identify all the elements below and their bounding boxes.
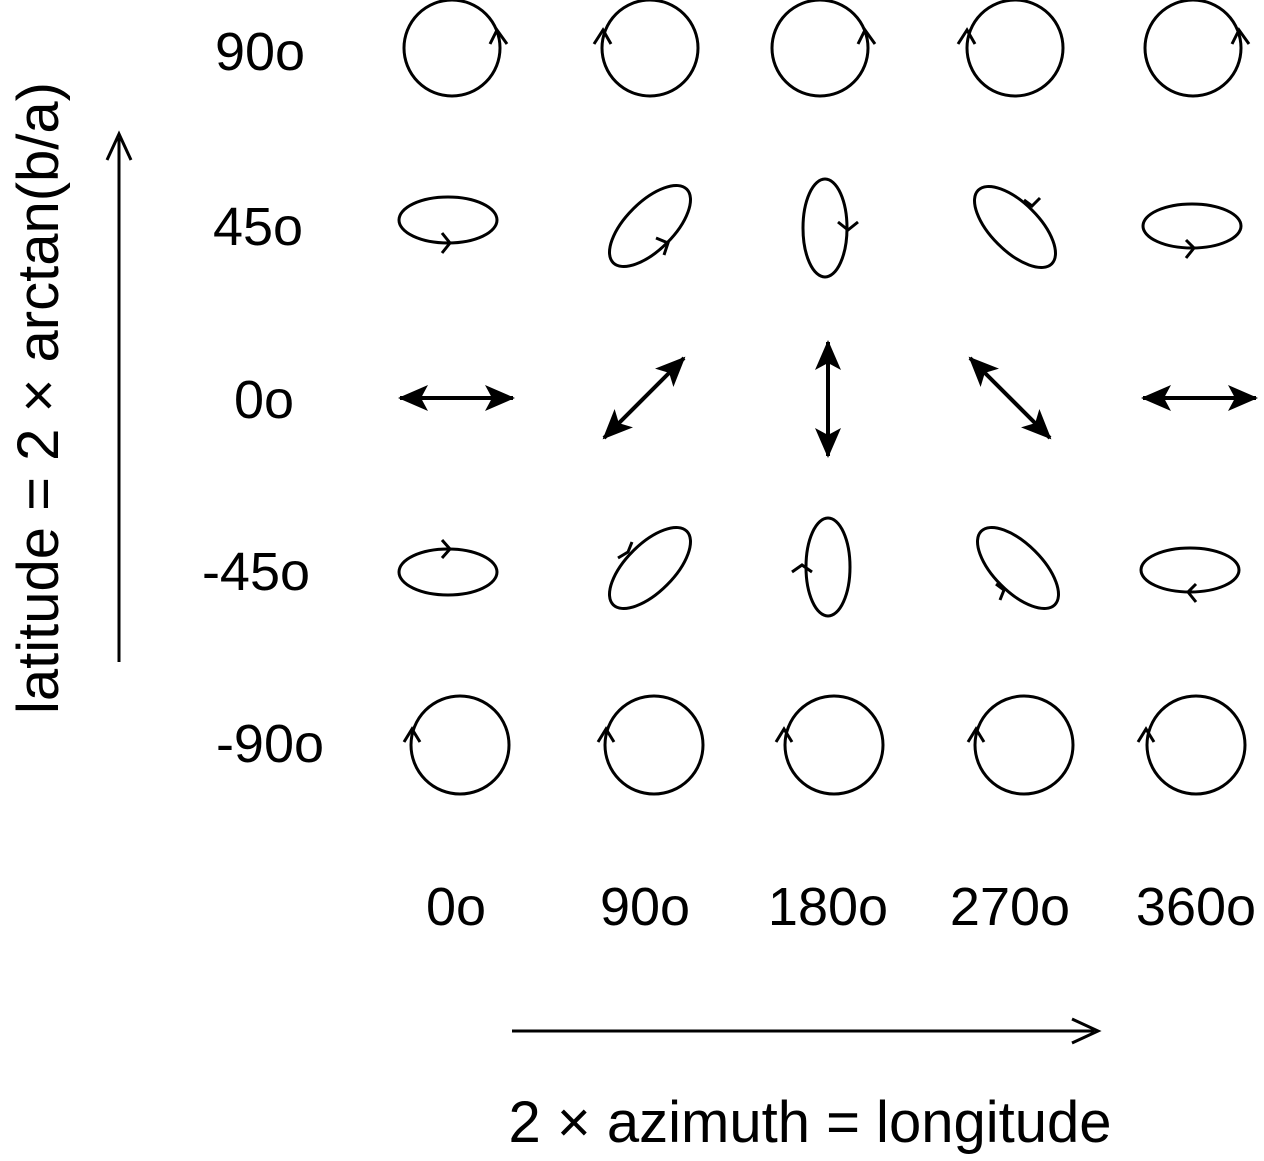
circle-polarization-icon bbox=[1143, 0, 1251, 98]
ellipse-polarization-icon bbox=[397, 195, 499, 254]
row-label-0: 0o bbox=[234, 370, 294, 430]
double-arrow-icon bbox=[968, 356, 1052, 440]
column-label-270: 270o bbox=[950, 877, 1070, 937]
circle-polarization-icon bbox=[402, 0, 509, 98]
row-label-minus-45: -45o bbox=[202, 542, 310, 602]
column-label-360: 360o bbox=[1136, 877, 1256, 937]
ellipse-polarization-icon bbox=[1139, 546, 1241, 603]
ellipse-polarization-icon bbox=[608, 184, 692, 268]
glyph-row-0 bbox=[398, 340, 1258, 458]
circle-polarization-icon bbox=[402, 694, 511, 796]
polarization-grid bbox=[397, 0, 1258, 796]
ellipse-polarization-icon bbox=[608, 526, 692, 610]
ellipse-polarization-icon bbox=[1141, 202, 1243, 259]
x-axis: 2 × azimuth = longitude bbox=[509, 1017, 1112, 1155]
ellipse-polarization-icon bbox=[397, 539, 499, 597]
row-labels: 90o 45o 0o -45o -90o bbox=[202, 22, 324, 774]
ellipse-polarization-icon bbox=[976, 526, 1060, 610]
circle-polarization-icon bbox=[596, 694, 705, 796]
column-labels: 0o 90o 180o 270o 360o bbox=[426, 877, 1256, 937]
y-axis: latitude = 2 × arctan(b/a) bbox=[6, 82, 133, 714]
column-label-0: 0o bbox=[426, 877, 486, 937]
circle-polarization-icon bbox=[956, 0, 1065, 98]
row-label-90: 90o bbox=[215, 22, 305, 82]
glyph-row-90 bbox=[402, 0, 1251, 98]
glyph-row-45 bbox=[397, 177, 1243, 279]
column-label-90: 90o bbox=[600, 877, 690, 937]
glyph-row-minus-45 bbox=[397, 516, 1241, 618]
circle-polarization-icon bbox=[774, 694, 885, 796]
ellipse-polarization-icon bbox=[801, 177, 859, 279]
double-arrow-icon bbox=[602, 356, 686, 440]
circle-polarization-icon bbox=[966, 694, 1075, 796]
row-label-minus-90: -90o bbox=[216, 714, 324, 774]
circle-polarization-icon bbox=[592, 0, 700, 98]
ellipse-polarization-icon bbox=[791, 516, 852, 618]
y-axis-title: latitude = 2 × arctan(b/a) bbox=[6, 82, 71, 714]
row-label-45: 45o bbox=[213, 197, 303, 257]
ellipse-polarization-icon bbox=[973, 185, 1057, 269]
y-axis-arrowhead-icon bbox=[105, 130, 133, 161]
glyph-row-minus-90 bbox=[402, 694, 1247, 796]
x-axis-title: 2 × azimuth = longitude bbox=[509, 1090, 1112, 1155]
circle-polarization-icon bbox=[770, 0, 877, 98]
x-axis-arrowhead-icon bbox=[1071, 1017, 1102, 1045]
circle-polarization-icon bbox=[1136, 694, 1247, 796]
column-label-180: 180o bbox=[768, 877, 888, 937]
